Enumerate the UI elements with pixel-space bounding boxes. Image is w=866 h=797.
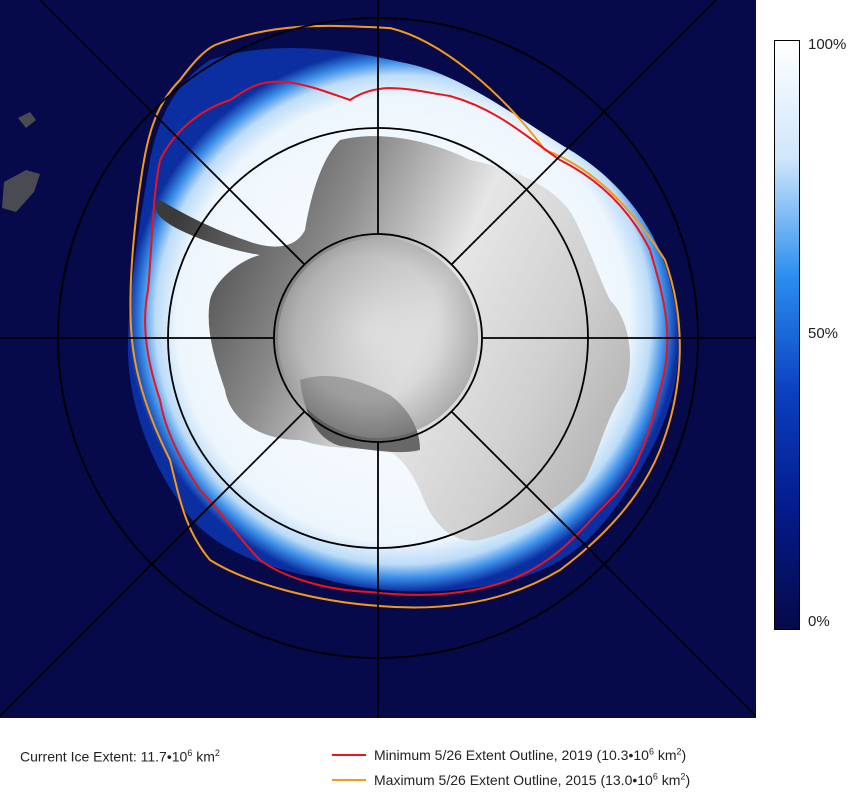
maximum-extent-outline	[129, 24, 681, 609]
current-extent-unit: km	[196, 748, 215, 765]
colorbar-bottom-label: 0%	[808, 613, 830, 630]
current-extent-unit-power: 2	[214, 748, 220, 758]
current-extent-value: 11.7	[140, 748, 167, 765]
island-shape	[2, 112, 40, 212]
legend-minimum-label: Minimum 5/26 Extent Outline, 2019 (10.3•…	[374, 746, 687, 764]
pole-highlight	[278, 238, 478, 438]
colorbar-mid-label: 50%	[808, 325, 839, 342]
legend-maximum-label: Maximum 5/26 Extent Outline, 2015 (13.0•…	[374, 771, 691, 789]
meridian-grid	[0, 0, 756, 718]
current-extent-power: 6	[187, 748, 193, 758]
meridian-diagonal-sw	[0, 411, 305, 717]
current-extent-label: Current Ice Extent:	[20, 748, 141, 765]
meridian-diagonal-ne	[451, 0, 717, 265]
legend-maximum-swatch	[332, 778, 366, 781]
current-ice-extent: Current Ice Extent: 11.7•106 km2	[20, 748, 220, 765]
polar-sea-ice-map	[0, 0, 756, 718]
concentration-colorbar	[774, 40, 800, 630]
colorbar-top-label: 100%	[808, 36, 847, 53]
legend-maximum: Maximum 5/26 Extent Outline, 2015 (13.0•…	[332, 771, 690, 789]
legend-minimum: Minimum 5/26 Extent Outline, 2019 (10.3•…	[332, 746, 686, 764]
minimum-extent-outline	[144, 80, 669, 596]
meridian-diagonal-se	[451, 411, 756, 717]
meridian-diagonal-nw	[39, 0, 305, 265]
legend-minimum-swatch	[332, 753, 366, 756]
